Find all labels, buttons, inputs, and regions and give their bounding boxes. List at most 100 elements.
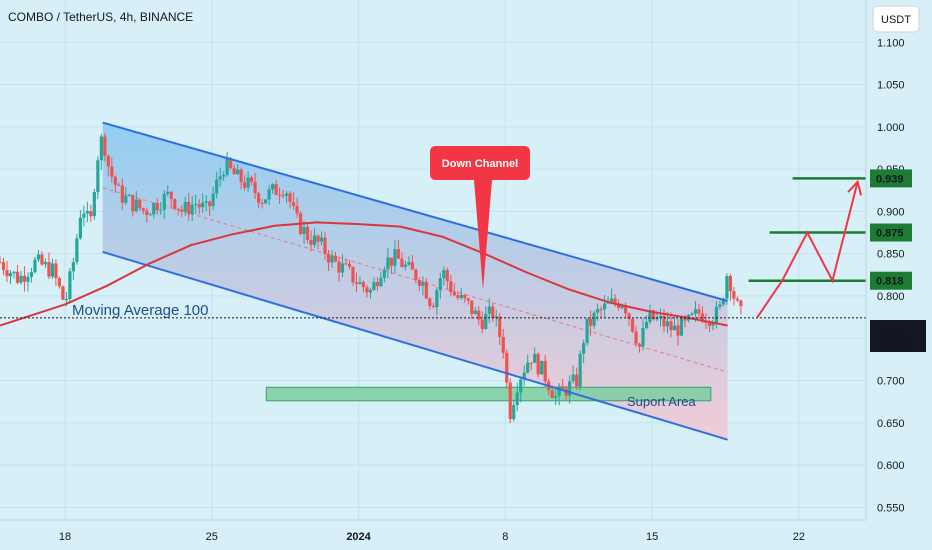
support-area-label: Suport Area — [627, 394, 696, 409]
candle-body — [564, 388, 568, 396]
candle-body — [89, 211, 93, 217]
candle-body — [246, 177, 250, 188]
candle-body — [410, 262, 414, 270]
candle-body — [449, 281, 453, 293]
candle-body — [435, 290, 439, 308]
candle-body — [57, 278, 62, 287]
candle-body — [466, 298, 470, 301]
candle-body — [578, 353, 582, 387]
candle-body — [707, 322, 712, 326]
y-tick-label: 0.550 — [877, 502, 905, 514]
candle-body — [117, 184, 121, 186]
candle-body — [428, 298, 432, 306]
candle-body — [438, 278, 442, 291]
candle-body — [305, 226, 310, 240]
channel-upper-line[interactable] — [102, 121, 728, 302]
candle-body — [630, 318, 635, 332]
projection-path — [756, 181, 859, 319]
candle-body — [728, 275, 733, 292]
currency-badge[interactable]: USDT — [872, 5, 920, 33]
candle-body — [134, 199, 138, 212]
candle-body — [589, 318, 593, 326]
candle-body — [700, 313, 705, 322]
candle-body — [627, 313, 631, 319]
candle-body — [456, 295, 460, 298]
candle-body — [676, 325, 680, 336]
candle-body — [679, 317, 684, 336]
candle-body — [672, 325, 677, 331]
candle-body — [386, 257, 390, 270]
candle-body — [522, 372, 526, 380]
candle-body — [519, 379, 523, 393]
time-axis[interactable] — [0, 520, 932, 550]
channel-lower-line[interactable] — [102, 251, 728, 441]
candle-body — [274, 184, 278, 195]
candle-body — [616, 303, 621, 309]
candle-body — [442, 270, 446, 279]
y-tick-label: 0.650 — [877, 418, 905, 430]
candle-body — [487, 306, 491, 314]
candle-body — [40, 254, 44, 265]
candle-body — [194, 204, 198, 206]
candle-body — [739, 300, 743, 307]
candle-body — [623, 305, 628, 314]
candle-body — [243, 182, 247, 188]
candle-body — [270, 184, 275, 190]
candle-body — [68, 271, 72, 299]
candle-body — [417, 280, 421, 286]
candle-body — [354, 282, 359, 284]
candle-body — [166, 191, 170, 194]
candle-body — [431, 305, 435, 308]
candle-body — [197, 204, 201, 208]
target-label: 0.818 — [876, 276, 904, 288]
target-badge — [870, 169, 912, 188]
candle-body — [316, 235, 320, 242]
candle-body — [571, 374, 575, 382]
candle-body — [61, 286, 65, 300]
target-label: 0.875 — [876, 228, 904, 240]
candle-body — [288, 193, 292, 202]
candle-body — [333, 255, 338, 262]
candle-body — [463, 294, 467, 299]
candle-body — [337, 261, 341, 273]
candle-body — [459, 294, 463, 298]
candle-body — [173, 198, 177, 209]
candle-body — [208, 201, 212, 207]
candle-body — [106, 155, 110, 167]
candle-body — [96, 160, 100, 193]
candle-body — [641, 328, 645, 347]
candle-body — [634, 331, 638, 344]
candle-body — [229, 158, 233, 168]
candle-body — [407, 262, 411, 265]
candle-body — [236, 169, 240, 175]
moving-average-label: Moving Average 100 — [72, 302, 209, 319]
down-channel-callout[interactable]: Down Channel — [430, 146, 530, 290]
candle-body — [260, 202, 264, 204]
candle-body — [22, 275, 27, 282]
candle-body — [602, 303, 607, 310]
candle-body — [347, 263, 352, 267]
candle-body — [54, 263, 58, 279]
last-price-badge: 0.774 03:05:11 — [870, 320, 926, 352]
candle-body — [344, 263, 348, 265]
candle-body — [71, 262, 75, 272]
candle-body — [477, 310, 481, 320]
candle-body — [340, 263, 345, 273]
candle-body — [526, 362, 530, 373]
candle-body — [323, 237, 327, 254]
x-tick-label: 2024 — [346, 531, 371, 543]
candle-body — [19, 275, 23, 283]
candle-body — [257, 193, 261, 203]
x-tick-label: 8 — [502, 531, 508, 543]
countdown-label: 03:05:11 — [876, 339, 918, 351]
candle-body — [12, 271, 16, 274]
y-tick-label: 1.000 — [877, 122, 905, 134]
candle-body — [575, 374, 579, 387]
candle-body — [561, 386, 565, 389]
candle-body — [176, 208, 180, 210]
candle-body — [683, 317, 687, 321]
candle-body — [585, 318, 589, 343]
support-area-zone[interactable] — [265, 386, 712, 402]
candle-body — [512, 405, 516, 420]
